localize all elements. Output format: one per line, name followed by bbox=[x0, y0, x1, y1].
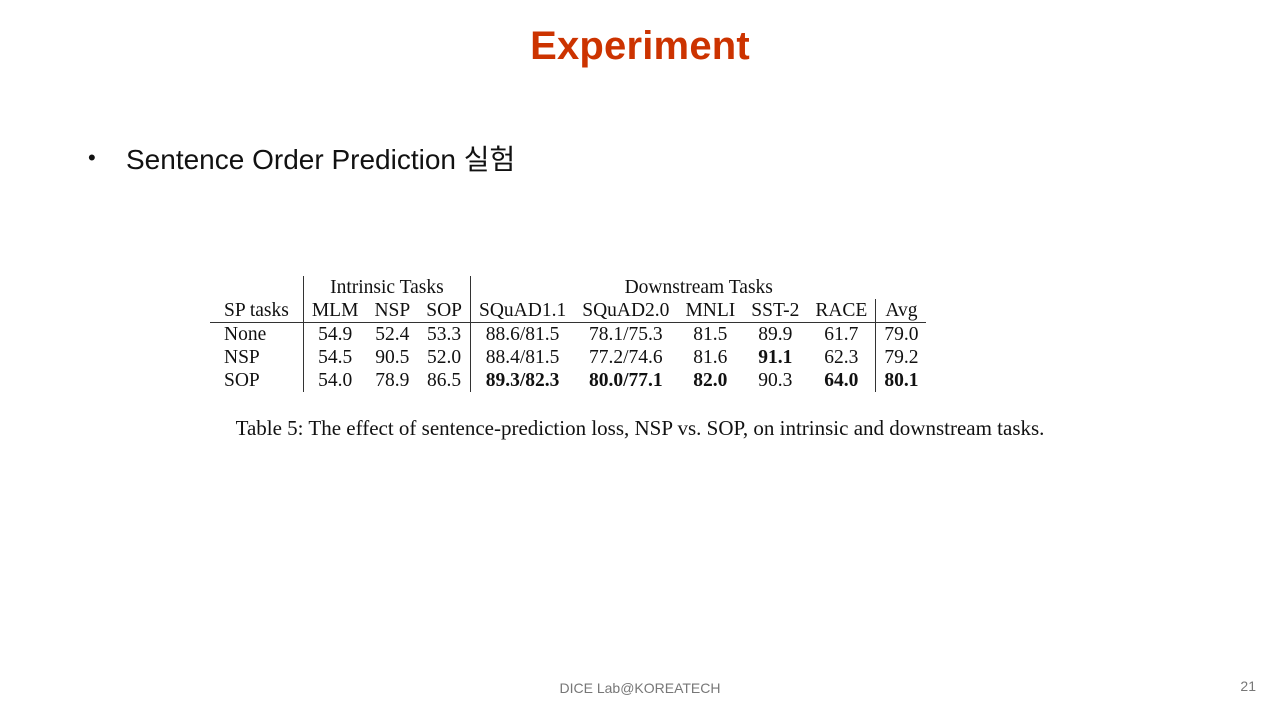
cell-sop: 86.5 bbox=[427, 370, 462, 391]
col-header-race: RACE bbox=[807, 299, 876, 323]
cell-mlm: 54.9 bbox=[302, 322, 367, 346]
cell-mlm: 54.5 bbox=[302, 346, 367, 369]
cell-sst2: 91.1 bbox=[758, 347, 793, 368]
cell-nsp: 78.9 bbox=[375, 370, 410, 391]
bullet-text: Sentence Order Prediction 실험 bbox=[126, 144, 516, 175]
col-header-sop: SOP bbox=[418, 299, 471, 323]
slide-title: Experiment bbox=[530, 24, 750, 68]
cell-mnli: 82.0 bbox=[693, 370, 728, 391]
group-header-downstream: Downstream Tasks bbox=[470, 276, 927, 299]
results-table: Intrinsic Tasks Downstream Tasks SP task… bbox=[210, 276, 927, 392]
table-row: SOP 54.0 78.9 86.5 89.3/82.3 80.0/77.1 8… bbox=[210, 369, 927, 392]
page-number: 21 bbox=[1240, 678, 1256, 694]
row-label: None bbox=[224, 324, 267, 345]
cell-race: 61.7 bbox=[824, 324, 859, 345]
cell-mnli: 81.5 bbox=[693, 324, 728, 345]
row-label: SOP bbox=[224, 370, 260, 391]
cell-race: 62.3 bbox=[824, 347, 859, 368]
cell-sop: 52.0 bbox=[427, 347, 462, 368]
cell-sst2: 89.9 bbox=[758, 324, 793, 345]
col-header-nsp: NSP bbox=[366, 299, 419, 323]
cell-squad20: 78.1/75.3 bbox=[588, 324, 663, 345]
cell-race: 64.0 bbox=[824, 370, 859, 391]
group-header-intrinsic: Intrinsic Tasks bbox=[302, 276, 471, 299]
cell-squad20: 77.2/74.6 bbox=[588, 347, 663, 368]
table-column-header-row: SP tasks MLM NSP SOP SQuAD1.1 SQuAD2.0 M… bbox=[210, 299, 927, 323]
cell-squad11: 88.6/81.5 bbox=[470, 322, 575, 346]
col-header-mlm: MLM bbox=[302, 299, 367, 323]
col-header-squad11: SQuAD1.1 bbox=[470, 299, 575, 323]
cell-sst2: 90.3 bbox=[758, 370, 793, 391]
table-group-header-row: Intrinsic Tasks Downstream Tasks bbox=[210, 276, 927, 299]
table-caption: Table 5: The effect of sentence-predicti… bbox=[235, 416, 1045, 440]
cell-sop: 53.3 bbox=[427, 324, 462, 345]
bullet-item: • Sentence Order Prediction 실험 bbox=[88, 138, 515, 178]
col-header-sst2: SST-2 bbox=[743, 299, 808, 323]
cell-nsp: 52.4 bbox=[375, 324, 410, 345]
row-label: NSP bbox=[224, 347, 260, 368]
cell-squad11: 88.4/81.5 bbox=[470, 346, 575, 369]
table-row: NSP 54.5 90.5 52.0 88.4/81.5 77.2/74.6 8… bbox=[210, 346, 927, 369]
col-header-squad20: SQuAD2.0 bbox=[574, 299, 678, 323]
col-header-avg: Avg bbox=[875, 299, 927, 323]
footer-lab-name: DICE Lab@KOREATECH bbox=[559, 680, 721, 696]
cell-mlm: 54.0 bbox=[302, 369, 367, 392]
col-header-sp-tasks: SP tasks bbox=[210, 299, 304, 323]
cell-nsp: 90.5 bbox=[375, 347, 410, 368]
cell-squad20: 80.0/77.1 bbox=[588, 370, 663, 391]
bullet-marker: • bbox=[88, 145, 96, 170]
col-header-mnli: MNLI bbox=[677, 299, 744, 323]
cell-avg: 79.0 bbox=[875, 322, 927, 346]
cell-mnli: 81.6 bbox=[693, 347, 728, 368]
cell-squad11: 89.3/82.3 bbox=[470, 369, 575, 392]
cell-avg: 80.1 bbox=[875, 369, 927, 392]
group-header-empty bbox=[210, 276, 303, 299]
table-row: None 54.9 52.4 53.3 88.6/81.5 78.1/75.3 … bbox=[210, 322, 927, 346]
cell-avg: 79.2 bbox=[875, 346, 927, 369]
